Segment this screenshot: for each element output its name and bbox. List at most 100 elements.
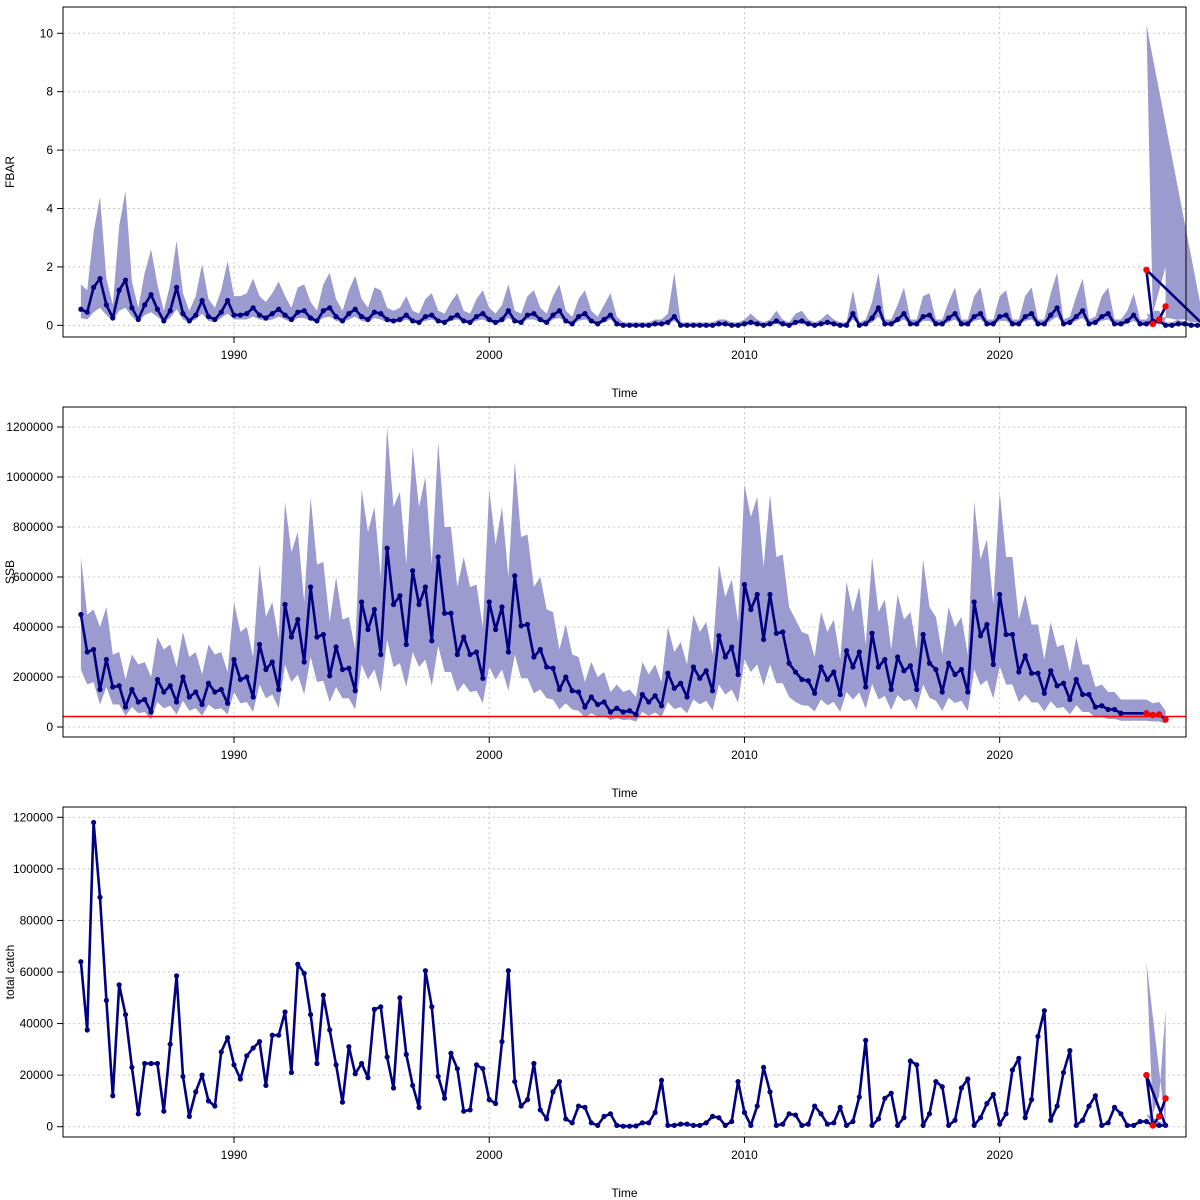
data-point	[658, 1077, 665, 1083]
data-point	[537, 1107, 543, 1113]
data-point	[658, 321, 665, 327]
y-tick-label: 8	[46, 85, 53, 99]
data-point	[882, 656, 888, 663]
data-point	[1067, 1048, 1073, 1054]
data-point	[263, 315, 269, 321]
data-point	[531, 1060, 537, 1067]
data-point	[939, 689, 945, 695]
data-point	[231, 1062, 237, 1068]
data-point	[639, 322, 645, 328]
data-point	[1035, 670, 1041, 676]
data-point	[703, 322, 709, 328]
data-point	[1035, 321, 1041, 327]
data-point	[652, 321, 658, 327]
data-point	[1022, 1115, 1028, 1121]
data-point	[703, 668, 709, 674]
y-tick-label: 40000	[20, 1017, 54, 1031]
data-point	[741, 321, 748, 327]
data-point	[218, 686, 224, 693]
data-point	[684, 694, 690, 700]
data-point	[448, 610, 454, 616]
data-point	[946, 660, 952, 666]
data-point	[524, 1097, 531, 1103]
data-point	[575, 689, 582, 695]
data-point	[218, 309, 224, 315]
data-point	[435, 318, 441, 324]
data-point	[965, 1076, 971, 1082]
data-point	[167, 308, 173, 314]
x-tick-label: 1990	[221, 1148, 248, 1162]
data-point	[1003, 631, 1009, 638]
data-point	[1009, 631, 1016, 638]
data-point	[199, 297, 205, 304]
data-point	[620, 322, 626, 328]
data-point	[767, 1089, 773, 1095]
data-point	[843, 1122, 850, 1128]
data-point	[831, 321, 837, 327]
data-point	[914, 321, 920, 327]
data-point	[658, 703, 665, 709]
data-point	[390, 601, 397, 608]
data-point	[467, 1107, 473, 1113]
data-point	[390, 1085, 397, 1091]
x-tick-label: 1990	[221, 348, 248, 362]
data-point	[378, 311, 384, 317]
data-point	[480, 311, 486, 317]
data-point	[499, 316, 505, 323]
data-point	[154, 1060, 161, 1067]
data-point	[1105, 1120, 1111, 1126]
data-point	[805, 1121, 811, 1127]
data-point	[1073, 1122, 1079, 1128]
data-point	[110, 684, 116, 690]
data-point	[441, 610, 448, 616]
data-point	[1003, 312, 1009, 318]
data-point	[110, 1093, 116, 1099]
data-point	[212, 1103, 218, 1109]
data-point	[690, 322, 697, 328]
data-point	[971, 313, 977, 320]
data-point	[225, 1035, 231, 1041]
data-point	[454, 651, 460, 658]
data-point	[569, 321, 575, 327]
projection-point	[1162, 303, 1169, 310]
x-tick-label: 1990	[221, 748, 248, 762]
data-point	[875, 1116, 882, 1122]
y-tick-label: 1000000	[6, 470, 53, 484]
data-point	[818, 664, 824, 670]
x-tick-label: 2010	[731, 1148, 758, 1162]
data-point	[1060, 321, 1067, 327]
data-point	[199, 701, 205, 708]
series-line	[79, 821, 1167, 1128]
data-point	[1162, 1122, 1169, 1128]
data-point	[1016, 1055, 1022, 1061]
data-point	[269, 311, 275, 317]
data-point	[1099, 703, 1105, 709]
data-point	[135, 1111, 141, 1117]
data-point	[1048, 312, 1054, 318]
data-point	[588, 694, 594, 700]
data-point	[116, 287, 122, 293]
data-point	[531, 311, 537, 317]
data-point	[601, 699, 607, 705]
data-point	[461, 1108, 467, 1114]
data-point	[958, 321, 965, 327]
data-point	[1143, 1118, 1150, 1125]
data-point	[875, 664, 882, 670]
data-point	[1156, 1122, 1162, 1128]
data-point	[614, 1122, 620, 1128]
data-point	[1054, 683, 1060, 689]
data-point	[665, 319, 671, 325]
data-point	[646, 699, 652, 705]
data-point	[824, 676, 831, 683]
data-point	[148, 292, 154, 298]
data-point	[148, 1060, 154, 1067]
plot-frame	[62, 406, 1187, 738]
data-point	[314, 318, 320, 324]
data-point	[818, 1111, 824, 1117]
data-point	[1143, 321, 1150, 327]
data-point	[780, 629, 786, 635]
data-point	[378, 651, 384, 658]
data-point	[971, 599, 977, 605]
data-point	[307, 1011, 314, 1018]
